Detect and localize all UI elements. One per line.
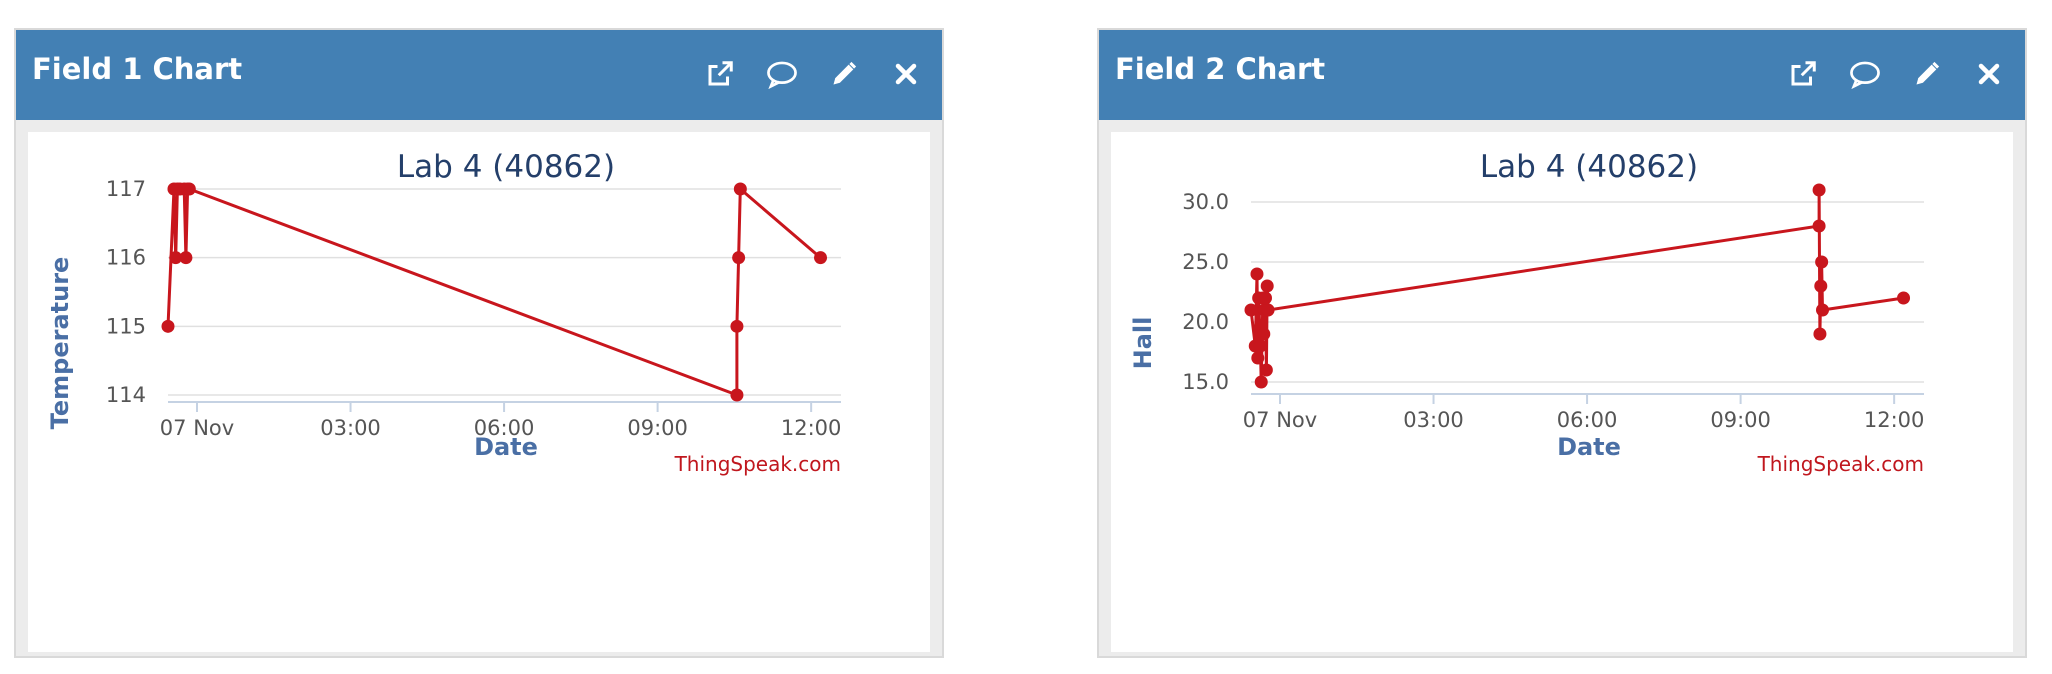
panel-header: Field 1 Chart xyxy=(16,30,942,120)
data-point[interactable] xyxy=(1257,327,1271,341)
panel-title: Field 2 Chart xyxy=(1115,52,1326,86)
x-tick-label: 06:00 xyxy=(474,416,535,440)
temperature-chart: Lab 4 (40862) Temperature Date ThingSpea… xyxy=(46,149,842,476)
series-line xyxy=(166,185,822,398)
data-point[interactable] xyxy=(1812,219,1826,233)
data-point[interactable] xyxy=(730,388,744,402)
external-link-icon[interactable] xyxy=(1785,54,1821,94)
y-tick-label: 115 xyxy=(106,314,146,338)
series-line xyxy=(1249,189,1904,383)
data-point[interactable] xyxy=(1244,303,1258,317)
data-point[interactable] xyxy=(1261,303,1275,317)
close-icon[interactable] xyxy=(888,54,924,94)
x-tick-label: 12:00 xyxy=(1864,408,1925,432)
panel-title: Field 1 Chart xyxy=(32,52,243,86)
hall-chart: Lab 4 (40862) Hall Date ThingSpeak.com 1… xyxy=(1129,149,1925,476)
y-axis-label: Hall xyxy=(1129,317,1157,370)
data-point[interactable] xyxy=(732,251,746,265)
data-point[interactable] xyxy=(730,319,744,333)
chart-area: Lab 4 (40862) Temperature Date ThingSpea… xyxy=(28,132,930,652)
y-tick-label: 15.0 xyxy=(1182,370,1229,394)
panel-toolbar xyxy=(1785,54,2007,94)
y-tick-label: 25.0 xyxy=(1182,250,1229,274)
data-point[interactable] xyxy=(1253,339,1267,353)
x-tick-label: 06:00 xyxy=(1557,408,1618,432)
data-point[interactable] xyxy=(1813,327,1827,341)
panel-header: Field 2 Chart xyxy=(1099,30,2025,120)
y-tick-label: 30.0 xyxy=(1182,190,1229,214)
data-point[interactable] xyxy=(182,182,196,196)
data-point[interactable] xyxy=(1815,255,1829,269)
close-icon[interactable] xyxy=(1971,54,2007,94)
chart-title: Lab 4 (40862) xyxy=(1480,149,1698,185)
data-point[interactable] xyxy=(1259,291,1273,305)
y-tick-label: 117 xyxy=(106,177,146,201)
y-tick-label: 116 xyxy=(106,246,146,270)
thingspeak-credit[interactable]: ThingSpeak.com xyxy=(674,452,841,476)
comment-icon[interactable] xyxy=(1847,54,1883,94)
data-point[interactable] xyxy=(1250,267,1264,281)
x-tick-label: 03:00 xyxy=(1403,408,1464,432)
x-axis-label: Date xyxy=(474,433,538,461)
y-axis-label: Temperature xyxy=(46,257,74,430)
pencil-icon[interactable] xyxy=(826,54,862,94)
chart-area: Lab 4 (40862) Hall Date ThingSpeak.com 1… xyxy=(1111,132,2013,652)
data-point[interactable] xyxy=(1254,375,1268,389)
field-2-panel: Field 2 Chart Lab 4 (40862) Hall Date Th… xyxy=(1097,28,2027,658)
pencil-icon[interactable] xyxy=(1909,54,1945,94)
y-tick-label: 114 xyxy=(106,383,146,407)
data-point[interactable] xyxy=(179,251,193,265)
panel-toolbar xyxy=(702,54,924,94)
data-point[interactable] xyxy=(1814,279,1828,293)
x-tick-label: 09:00 xyxy=(627,416,688,440)
data-point[interactable] xyxy=(814,251,828,265)
data-point[interactable] xyxy=(1259,363,1273,377)
y-tick-label: 20.0 xyxy=(1182,310,1229,334)
x-tick-label: 09:00 xyxy=(1710,408,1771,432)
data-point[interactable] xyxy=(1812,183,1826,197)
x-tick-label: 07 Nov xyxy=(1243,408,1317,432)
data-point[interactable] xyxy=(161,319,175,333)
x-tick-label: 12:00 xyxy=(781,416,842,440)
data-point[interactable] xyxy=(1251,351,1265,365)
field-1-panel: Field 1 Chart Lab 4 (40862) Temperature … xyxy=(14,28,944,658)
data-point[interactable] xyxy=(1897,291,1911,305)
external-link-icon[interactable] xyxy=(702,54,738,94)
data-point[interactable] xyxy=(1260,279,1274,293)
data-point[interactable] xyxy=(1815,303,1829,317)
x-tick-label: 03:00 xyxy=(320,416,381,440)
x-tick-label: 07 Nov xyxy=(160,416,234,440)
thingspeak-credit[interactable]: ThingSpeak.com xyxy=(1757,452,1924,476)
x-axis-label: Date xyxy=(1557,433,1621,461)
comment-icon[interactable] xyxy=(764,54,800,94)
data-point[interactable] xyxy=(169,251,183,265)
data-point[interactable] xyxy=(733,182,747,196)
chart-title: Lab 4 (40862) xyxy=(397,149,615,185)
